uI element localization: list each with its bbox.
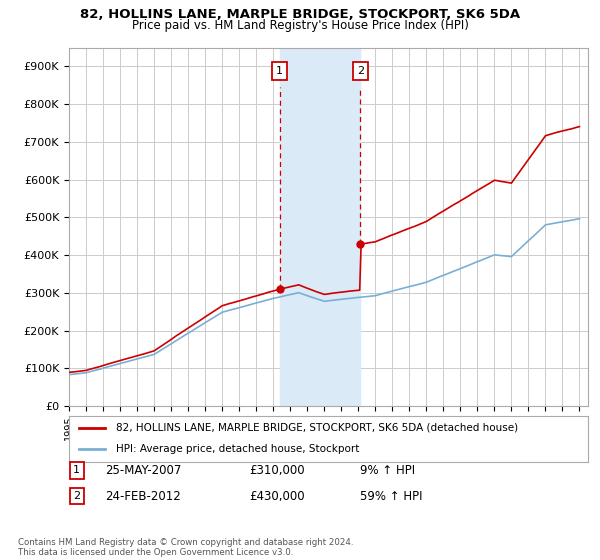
Text: £310,000: £310,000 (249, 464, 305, 477)
Text: Price paid vs. HM Land Registry's House Price Index (HPI): Price paid vs. HM Land Registry's House … (131, 19, 469, 32)
Text: 2: 2 (73, 491, 80, 501)
Text: £430,000: £430,000 (249, 489, 305, 503)
Text: 82, HOLLINS LANE, MARPLE BRIDGE, STOCKPORT, SK6 5DA (detached house): 82, HOLLINS LANE, MARPLE BRIDGE, STOCKPO… (116, 423, 518, 432)
Text: 9% ↑ HPI: 9% ↑ HPI (360, 464, 415, 477)
Text: 1: 1 (276, 66, 283, 76)
Text: 59% ↑ HPI: 59% ↑ HPI (360, 489, 422, 503)
Text: HPI: Average price, detached house, Stockport: HPI: Average price, detached house, Stoc… (116, 444, 359, 454)
Text: 1: 1 (73, 465, 80, 475)
Bar (280, 48, 361, 406)
Text: Contains HM Land Registry data © Crown copyright and database right 2024.
This d: Contains HM Land Registry data © Crown c… (18, 538, 353, 557)
Text: 2: 2 (357, 66, 364, 76)
Text: 25-MAY-2007: 25-MAY-2007 (105, 464, 181, 477)
Text: 24-FEB-2012: 24-FEB-2012 (105, 489, 181, 503)
Text: 82, HOLLINS LANE, MARPLE BRIDGE, STOCKPORT, SK6 5DA: 82, HOLLINS LANE, MARPLE BRIDGE, STOCKPO… (80, 8, 520, 21)
